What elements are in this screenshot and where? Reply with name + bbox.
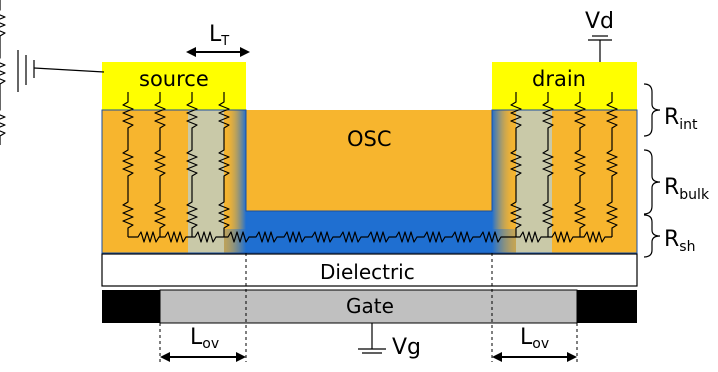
r-bulk-brace [643, 149, 661, 215]
r-bulk-label: Rbulk [664, 175, 710, 203]
sheet-resistor-chain [128, 231, 612, 243]
source-electrode [102, 62, 246, 110]
vg-terminal-icon [358, 323, 386, 354]
osc-label: OSC [347, 127, 392, 151]
vd-label: Vd [585, 9, 614, 34]
r-sh-brace [643, 214, 661, 258]
injection-region-left [188, 110, 224, 253]
vd-terminal-icon [588, 35, 612, 62]
source-label: source [139, 67, 209, 91]
r-int-brace [643, 83, 661, 137]
lov-right-label: Lov [520, 325, 549, 352]
ground-icon [17, 50, 105, 92]
vertical-resistor-chain [0, 0, 6, 145]
injection-region-right [516, 110, 552, 253]
r-int-label: Rint [664, 105, 698, 133]
lov-left-dimension [159, 253, 247, 362]
edge-glow-right [492, 110, 516, 253]
lt-label: LT [209, 22, 229, 49]
lt-dimension [186, 47, 250, 57]
gate-layer [159, 289, 578, 324]
r-sh-label: Rsh [664, 227, 695, 255]
lov-right-dimension [491, 253, 578, 362]
dielectric-label: Dielectric [320, 260, 415, 284]
gate-right-end [577, 290, 637, 323]
gate-left-end [102, 290, 160, 323]
drain-label: drain [532, 67, 586, 91]
gate-label: Gate [346, 294, 394, 318]
osc-outline [101, 109, 638, 254]
vg-label: Vg [392, 335, 421, 360]
dielectric-layer [101, 253, 638, 287]
source-vertical-resistors [0, 0, 6, 145]
lov-left-label: Lov [190, 325, 219, 352]
